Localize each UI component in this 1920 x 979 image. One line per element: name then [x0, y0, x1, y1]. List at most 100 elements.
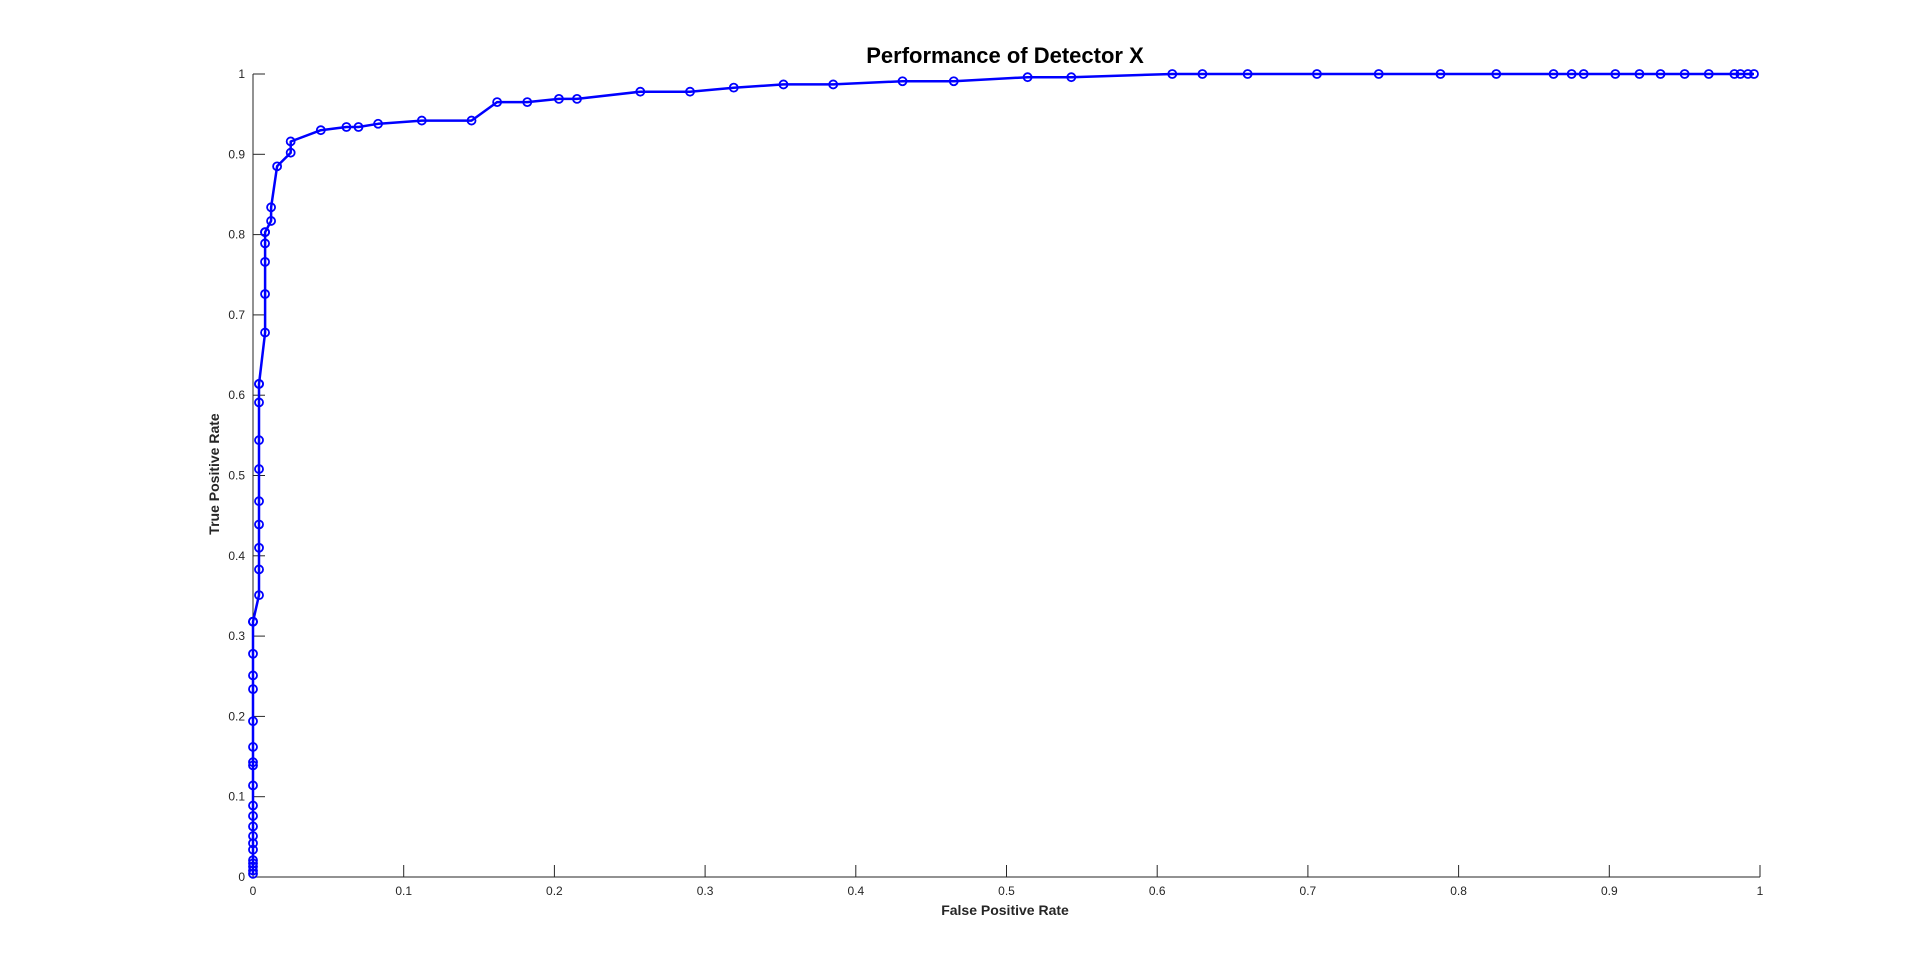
- data-point: [373, 118, 383, 129]
- data-point: [466, 115, 477, 126]
- chart-title: Performance of Detector X: [866, 43, 1144, 68]
- data-point: [315, 125, 326, 136]
- data-point: [635, 86, 646, 97]
- data-point: [1491, 69, 1502, 79]
- data-point: [1197, 69, 1208, 79]
- data-point: [248, 742, 258, 752]
- data-point: [260, 257, 270, 267]
- data-point: [254, 464, 264, 474]
- data-point: [254, 379, 264, 389]
- y-tick-label: 0: [238, 870, 245, 884]
- x-tick-label: 0.6: [1149, 884, 1166, 898]
- x-tick-label: 0.8: [1450, 884, 1467, 898]
- y-tick-label: 0.6: [228, 388, 245, 402]
- x-tick-label: 0.7: [1300, 884, 1317, 898]
- y-tick-label: 0.3: [228, 629, 245, 643]
- axes: 0 0.1 0.2 0.3 0.4 0.5 0.6 0.7 0.8 0.9 1 0 0.1 0.2 0.3 0…: [228, 67, 1763, 898]
- data-point: [1578, 69, 1589, 79]
- data-point: [248, 616, 258, 627]
- data-point: [1373, 69, 1384, 79]
- data-point: [1703, 69, 1714, 79]
- x-tick-label: 0.3: [697, 884, 714, 898]
- data-point: [1242, 69, 1253, 79]
- y-tick-label: 0.8: [228, 228, 245, 242]
- data-point: [260, 289, 270, 299]
- data-point: [254, 435, 264, 446]
- data-point: [778, 79, 789, 90]
- data-point: [353, 122, 364, 132]
- data-point: [248, 831, 258, 841]
- data-point: [1167, 69, 1178, 79]
- x-tick-label: 0.9: [1601, 884, 1618, 898]
- data-point: [248, 858, 258, 869]
- series-line: [251, 72, 1754, 874]
- data-point: [260, 327, 270, 338]
- data-point: [1634, 69, 1645, 79]
- data-point: [266, 216, 276, 226]
- data-point: [254, 519, 264, 530]
- x-tick-label: 0.4: [847, 884, 864, 898]
- data-point: [1435, 69, 1446, 79]
- data-point: [572, 93, 582, 104]
- data-point: [248, 861, 258, 872]
- data-point: [685, 86, 695, 97]
- data-point: [522, 97, 533, 108]
- data-point: [254, 590, 264, 601]
- data-series: [248, 69, 1759, 879]
- y-tick-label: 0.1: [228, 790, 245, 804]
- data-point: [728, 82, 739, 93]
- data-point: [248, 648, 258, 659]
- data-point: [1679, 69, 1690, 79]
- data-point: [260, 227, 270, 238]
- data-point: [248, 855, 258, 866]
- data-point: [266, 202, 276, 213]
- data-point: [285, 136, 296, 147]
- data-point: [1743, 69, 1753, 79]
- x-tick-label: 0.1: [395, 884, 412, 898]
- data-point: [248, 844, 258, 855]
- y-tick-label: 0.2: [228, 709, 245, 723]
- data-point: [554, 93, 564, 104]
- data-point: [248, 757, 258, 768]
- y-tick-label: 0.4: [228, 549, 245, 563]
- data-point: [248, 811, 258, 821]
- data-point: [248, 684, 258, 694]
- data-point: [416, 115, 427, 126]
- data-point: [248, 821, 258, 832]
- data-point: [1548, 69, 1559, 79]
- data-point: [1749, 69, 1759, 79]
- data-point: [1610, 69, 1621, 79]
- data-point: [248, 780, 258, 791]
- x-axis-label: False Positive Rate: [941, 902, 1069, 918]
- x-tick-label: 0: [250, 884, 257, 898]
- data-point: [254, 496, 264, 507]
- data-point: [1312, 69, 1322, 79]
- data-point: [260, 238, 270, 249]
- data-point: [897, 76, 908, 87]
- data-point: [1566, 69, 1577, 79]
- data-point: [248, 760, 258, 771]
- data-point: [828, 79, 839, 90]
- data-point: [254, 397, 264, 408]
- x-tick-label: 1: [1757, 884, 1764, 898]
- y-tick-label: 0.7: [228, 308, 245, 322]
- data-point: [248, 800, 258, 811]
- data-point: [254, 564, 264, 575]
- data-point: [1655, 69, 1666, 79]
- y-tick-label: 1: [238, 67, 245, 81]
- y-tick-label: 0.5: [228, 469, 245, 483]
- data-point: [254, 542, 264, 553]
- data-point: [1729, 69, 1740, 79]
- x-tick-label: 0.5: [998, 884, 1015, 898]
- data-point: [341, 122, 352, 132]
- x-tick-label: 0.2: [546, 884, 563, 898]
- data-point: [272, 161, 283, 172]
- data-point: [1066, 72, 1077, 83]
- data-point: [492, 97, 503, 108]
- data-point: [285, 147, 296, 158]
- y-tick-label: 0.9: [228, 147, 245, 161]
- data-point: [248, 670, 258, 681]
- y-axis-label: True Positive Rate: [206, 413, 222, 535]
